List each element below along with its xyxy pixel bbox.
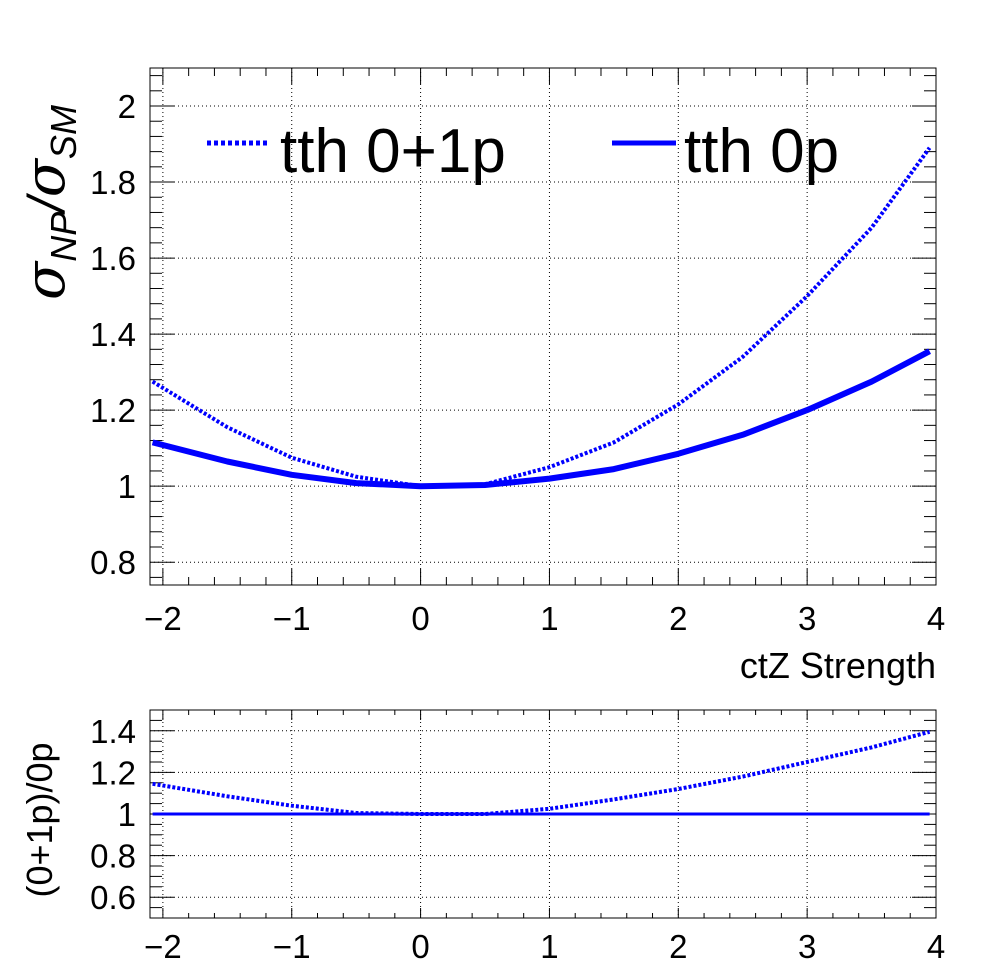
svg-text:σNP/σSM: σNP/σSM (13, 105, 84, 300)
ratio-y-tick-label: 1 (118, 796, 136, 833)
main-x-tick-label: 4 (927, 600, 945, 637)
legend-label-series-2: tth 0p (684, 117, 839, 186)
ratio-y-tick-label: 1.4 (90, 713, 136, 750)
ratio-series (152, 729, 931, 816)
ratio-x-tick-label: 1 (540, 928, 558, 965)
ratio-y-axis-title: (0+1p)/0p (19, 742, 60, 897)
legend-label-series-1: tth 0+1p (280, 117, 506, 186)
ratio-y-tick-labels: 0.6 0.8 1 1.2 1.4 (90, 713, 136, 916)
ratio-ticks (150, 709, 937, 919)
main-y-tick-label: 1.8 (90, 164, 136, 201)
main-y-tick-label: 1.4 (90, 316, 136, 353)
main-series (151, 146, 932, 490)
ratio-x-tick-label: 4 (927, 928, 945, 965)
x-axis-title: ctZ Strength (740, 645, 936, 686)
main-y-tick-label: 2 (118, 88, 136, 125)
ratio-x-tick-label: 2 (669, 928, 687, 965)
y-axis-title: σNP/σSM (13, 105, 84, 300)
ratio-x-tick-label: 0 (411, 928, 429, 965)
main-series-line-solid (151, 348, 931, 490)
main-x-tick-label: −2 (144, 600, 182, 637)
ratio-x-tick-label: 3 (798, 928, 816, 965)
ratio-x-tick-label: −1 (273, 928, 311, 965)
main-y-tick-label: 0.8 (90, 544, 136, 581)
y-axis-title-num-sub: NP (43, 212, 84, 262)
main-ticks (150, 68, 937, 585)
ratio-y-tick-label: 0.6 (90, 879, 136, 916)
ratio-plot-panel: −2 −1 0 1 2 3 4 0.6 0.8 1 1.2 1.4 (0+1p)/0p (19, 709, 945, 965)
main-y-tick-label: 1 (118, 468, 136, 505)
y-axis-title-den-sub: SM (43, 105, 84, 159)
ratio-series-line-dotted (152, 729, 931, 816)
main-x-tick-labels: −2 −1 0 1 2 3 4 (144, 600, 945, 637)
main-grid (150, 68, 937, 585)
main-series-line-dotted (151, 146, 932, 489)
y-axis-title-symbol-num: σ (13, 260, 78, 300)
ratio-y-tick-label: 0.8 (90, 838, 136, 875)
main-x-tick-label: 3 (798, 600, 816, 637)
main-y-tick-label: 1.6 (90, 240, 136, 277)
legend: tth 0+1p tth 0p (207, 117, 839, 186)
main-plot-frame (149, 67, 937, 586)
main-plot-panel: −2 −1 0 1 2 3 4 0.8 1 1.2 1.4 1.6 1.8 2 ctZ Strength… (13, 67, 945, 686)
main-y-tick-label: 1.2 (90, 392, 136, 429)
main-y-tick-labels: 0.8 1 1.2 1.4 1.6 1.8 2 (90, 88, 136, 581)
main-x-tick-label: 1 (540, 600, 558, 637)
main-x-tick-label: −1 (273, 600, 311, 637)
main-x-tick-label: 0 (411, 600, 429, 637)
main-x-tick-label: 2 (669, 600, 687, 637)
ratio-x-tick-label: −2 (144, 928, 182, 965)
ratio-x-tick-labels: −2 −1 0 1 2 3 4 (144, 928, 945, 965)
ratio-y-tick-label: 1.2 (90, 754, 136, 791)
y-axis-title-symbol-den: σ (13, 157, 78, 197)
y-axis-title-slash: / (18, 193, 76, 215)
